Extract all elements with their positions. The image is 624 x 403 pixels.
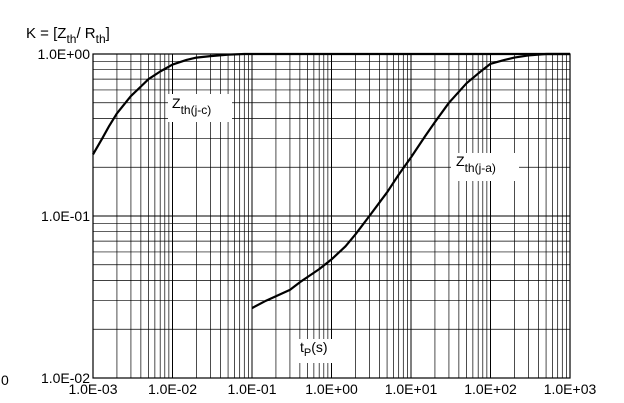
- x-axis-label-end: (s): [311, 339, 327, 355]
- series-label-ja-main: Z: [456, 153, 465, 169]
- x-tick-label: 1.0E-01: [227, 381, 276, 397]
- series-label-ja-sub: th(j-a): [465, 161, 496, 175]
- series-label-jc-main: Z: [172, 95, 181, 111]
- x-tick-label: 1.0E+00: [305, 381, 358, 397]
- y-tick-label: 1.0E+00: [37, 46, 90, 62]
- title-end: ]: [106, 25, 110, 42]
- series-label-jc: Zth(j-c): [168, 94, 232, 122]
- title-sub-1: th: [66, 32, 76, 46]
- title-main: K = [Z: [26, 25, 66, 42]
- series-label-jc-sub: th(j-c): [181, 103, 212, 117]
- y-tick-label: 1.0E-02: [41, 370, 90, 386]
- svg-text:Zth(j-a): Zth(j-a): [456, 153, 496, 175]
- title-mid: / R: [76, 25, 95, 42]
- series-line-1: [251, 52, 570, 310]
- x-tick-label: 1.0E-03: [68, 381, 117, 397]
- x-axis-label-sub: P: [304, 347, 311, 359]
- x-axis-label-main: t: [300, 339, 304, 355]
- x-tick-label: 1.0E-02: [148, 381, 197, 397]
- title-sub-2: th: [96, 32, 106, 46]
- y-tick-label: 1.0E-01: [41, 208, 90, 224]
- stray-label: 0: [1, 372, 9, 388]
- x-tick-label: 1.0E+02: [464, 381, 517, 397]
- series-label-ja: Zth(j-a): [451, 153, 519, 181]
- x-axis-label: tP(s): [296, 339, 340, 363]
- svg-text:Zth(j-c): Zth(j-c): [172, 95, 211, 117]
- chart-title: K = [Zth/ Rth]: [26, 25, 110, 46]
- x-tick-label: 1.0E+01: [385, 381, 438, 397]
- tick-labels: 1.0E-03 1.0E-02 1.0E-01 1.0E+00 1.0E+01 1.0E+…: [37, 46, 596, 397]
- data-curves: [92, 52, 570, 310]
- x-tick-label: 1.0E+03: [544, 381, 597, 397]
- svg-text:tP(s): tP(s): [300, 339, 328, 359]
- grid-lines: [92, 54, 570, 379]
- series-line-0: [92, 52, 570, 155]
